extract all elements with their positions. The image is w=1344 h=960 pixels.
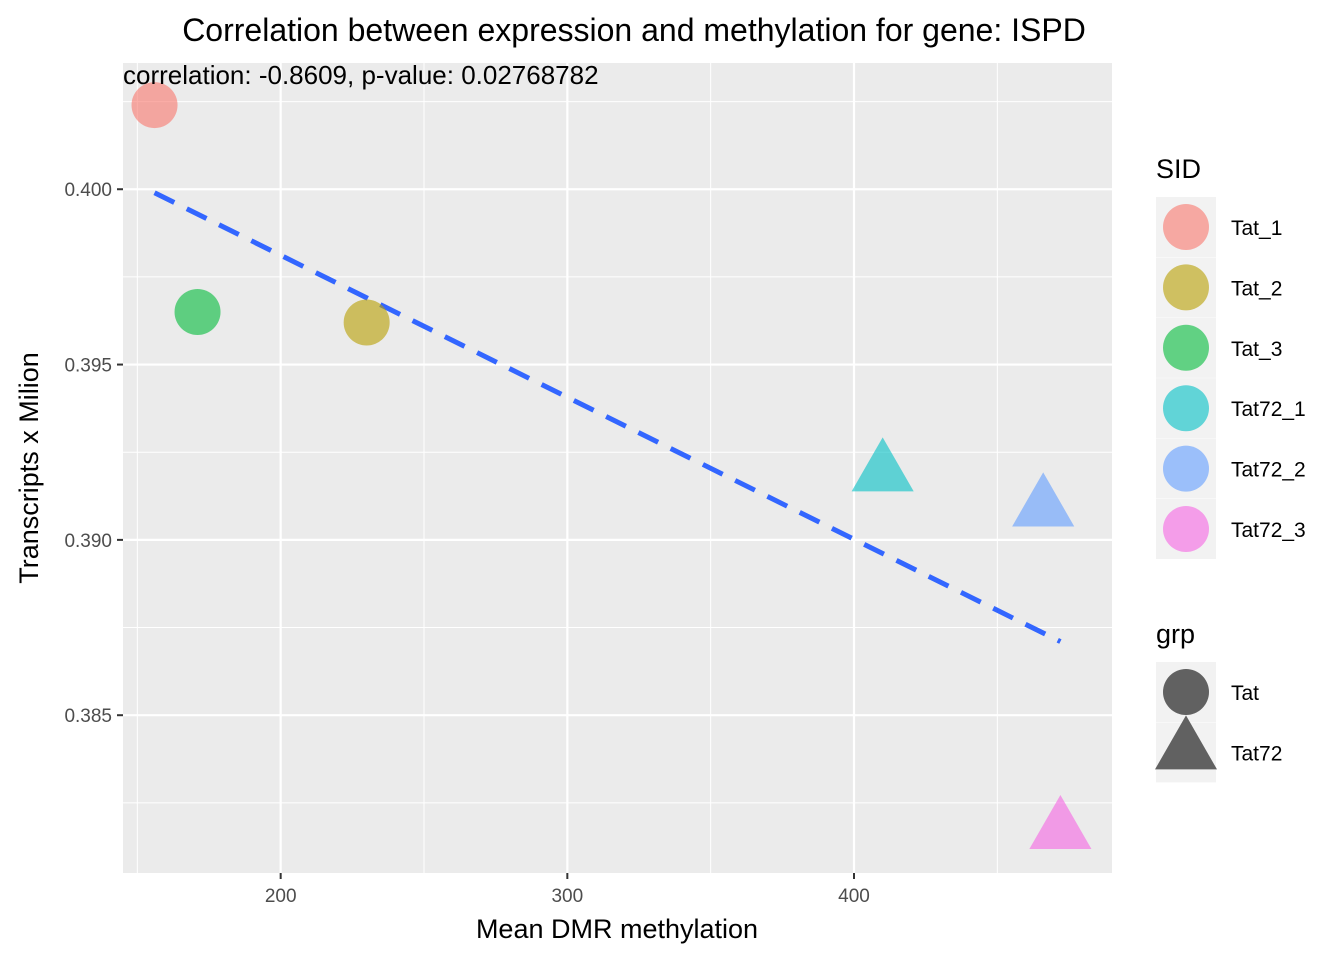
legend-key-tat-2 (1163, 264, 1209, 311)
legend-label: Tat72_1 (1231, 398, 1306, 421)
x-tick-label: 200 (265, 886, 297, 907)
legend-label: Tat72 (1231, 742, 1282, 765)
data-point-tat-2 (343, 299, 390, 346)
legend-label: Tat (1231, 682, 1259, 705)
data-point-tat-3 (174, 288, 221, 335)
trend-line-layer (153, 190, 1062, 644)
y-axis-title: Transcripts x Milion (14, 352, 44, 584)
chart-title: Correlation between expression and methy… (182, 12, 1086, 48)
data-point-tat72-1 (851, 437, 914, 492)
x-axis-title: Mean DMR methylation (476, 914, 758, 944)
y-tick-label: 0.395 (64, 356, 112, 377)
legend-grp: grp Tat Tat72 (1155, 619, 1282, 783)
y-tick-label: 0.385 (64, 706, 112, 727)
correlation-annotation: correlation: -0.8609, p-value: 0.0276878… (123, 60, 599, 90)
grid-lines (123, 63, 1112, 873)
legend-label: Tat_1 (1231, 217, 1282, 240)
y-axis: 0.385 0.390 0.395 0.400 (64, 180, 123, 727)
x-tick-label: 300 (551, 886, 583, 907)
data-point-tat-1 (131, 82, 178, 129)
legend-label: Tat72_3 (1231, 519, 1306, 542)
y-tick-label: 0.400 (64, 180, 112, 201)
legend-sid-title: SID (1156, 154, 1201, 184)
legend-key-tat (1163, 669, 1209, 715)
legend-key-tat72-2 (1163, 445, 1209, 492)
y-tick-label: 0.390 (64, 531, 112, 552)
legend-key-tat-3 (1163, 324, 1209, 371)
legend-key-tat-1 (1163, 204, 1209, 250)
legend-label: Tat72_2 (1231, 459, 1306, 482)
data-points (131, 82, 1092, 850)
legend-grp-title: grp (1156, 619, 1195, 649)
plot-panel (123, 63, 1112, 873)
legend-sid: SID Tat_1 Tat_2 Tat_3 Tat72_1 Tat72_2 Tat72_3 (1156, 154, 1306, 559)
legend-label: Tat_2 (1231, 277, 1282, 300)
data-point-tat72-3 (1029, 794, 1092, 850)
x-axis: 200 300 400 (265, 873, 870, 907)
legend-key-tat72-1 (1163, 385, 1209, 432)
legend-key-tat72 (1155, 715, 1217, 770)
legend-key-tat72-3 (1163, 506, 1209, 552)
data-point-tat72-2 (1012, 472, 1075, 527)
legend-label: Tat_3 (1231, 338, 1282, 361)
x-tick-label: 400 (838, 886, 870, 907)
trend-line (153, 190, 1062, 644)
